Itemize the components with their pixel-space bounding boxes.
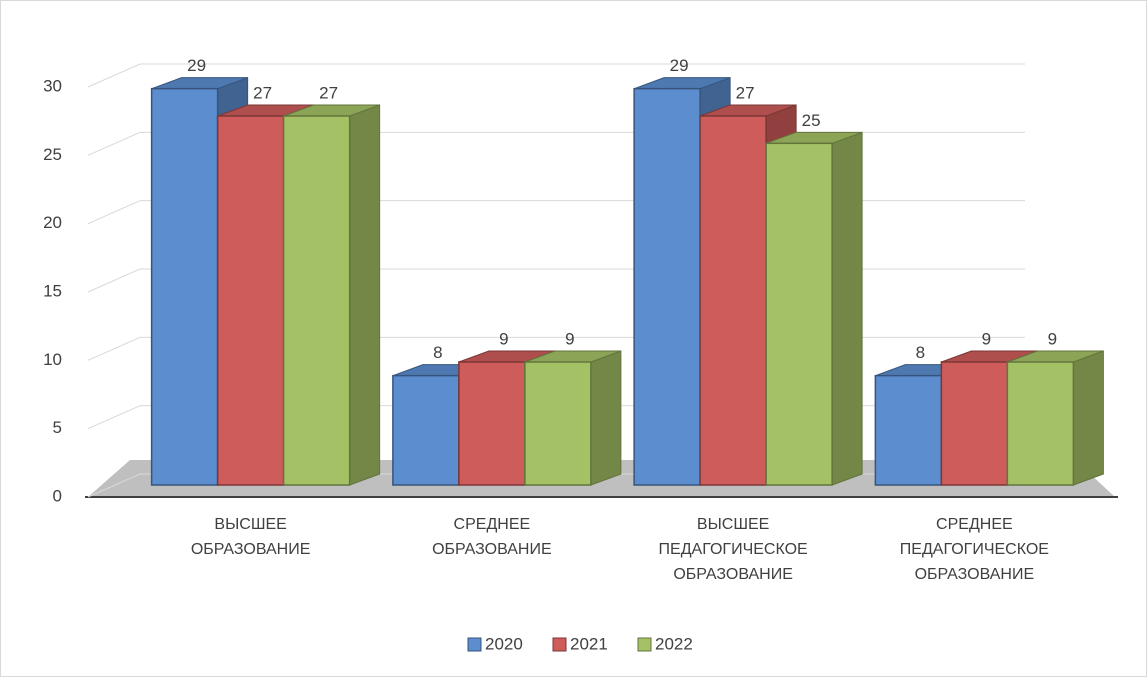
data-label: 9 (1048, 329, 1057, 348)
data-label: 27 (736, 83, 755, 102)
grid-line (87, 63, 141, 88)
data-label: 27 (319, 83, 338, 102)
bar-front (216, 115, 285, 486)
data-label: 9 (982, 329, 991, 348)
grid-line (87, 405, 141, 430)
x-tick-label: ВЫСШЕЕ ПЕДАГОГИЧЕСКОЕ ОБРАЗОВАНИЕ (658, 516, 808, 583)
bar (524, 350, 622, 486)
bar-side (590, 350, 622, 486)
data-label: 25 (802, 111, 821, 130)
y-tick-label: 10 (43, 350, 62, 369)
y-tick-label: 30 (43, 76, 62, 95)
bar-front (392, 374, 460, 486)
bar (282, 104, 381, 486)
legend-swatch (467, 637, 482, 652)
data-label: 8 (916, 343, 925, 362)
bar-side (831, 131, 863, 486)
data-label: 29 (670, 56, 689, 75)
y-tick-label: 15 (43, 281, 62, 300)
bar-front (874, 374, 943, 486)
bar-side (349, 104, 381, 486)
bar-front (1006, 361, 1075, 486)
bar-front (633, 87, 701, 486)
data-label: 29 (187, 56, 206, 75)
bar (765, 131, 863, 486)
grid-line (87, 336, 141, 361)
data-label: 27 (253, 83, 272, 102)
y-tick-label: 20 (43, 213, 62, 232)
x-tick-label: ВЫСШЕЕ ОБРАЗОВАНИЕ (190, 516, 311, 558)
legend-label: 2022 (655, 634, 693, 653)
legend-label: 2020 (485, 634, 523, 653)
grid-line (87, 200, 141, 225)
legend-swatch (552, 637, 567, 652)
data-label: 8 (433, 343, 442, 362)
bar-front (699, 115, 767, 486)
bar-front (458, 361, 526, 486)
bar (1006, 350, 1104, 486)
y-tick-label: 25 (43, 145, 62, 164)
data-label: 9 (499, 329, 508, 348)
y-tick-label: 0 (53, 486, 62, 505)
legend-label: 2021 (570, 634, 608, 653)
bar-front (150, 87, 219, 486)
legend-swatch (637, 637, 652, 652)
data-label: 9 (565, 329, 574, 348)
bar-front (282, 115, 351, 486)
grid-line (87, 268, 141, 293)
bar-front (940, 361, 1009, 486)
bar-front (765, 142, 833, 486)
bar-side (1072, 350, 1104, 486)
bar-front (524, 361, 592, 486)
grid-line (87, 131, 141, 156)
y-tick-label: 5 (53, 418, 62, 437)
x-tick-label: СРЕДНЕЕ ОБРАЗОВАНИЕ (432, 516, 552, 558)
grid-line (87, 473, 141, 498)
x-tick-label: СРЕДНЕЕ ПЕДАГОГИЧЕСКОЕ ОБРАЗОВАНИЕ (899, 516, 1049, 583)
